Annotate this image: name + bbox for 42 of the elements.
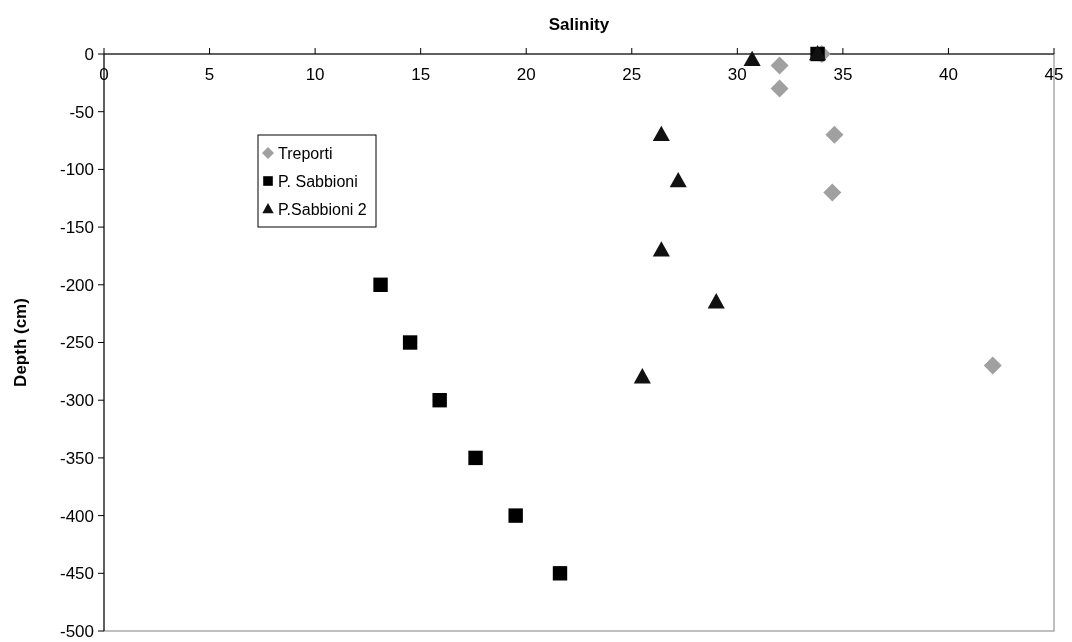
point [373,277,388,292]
point [823,183,842,202]
legend-label: P. Sabbioni [278,172,358,190]
point [770,79,789,98]
x-tick-label: 25 [622,65,642,84]
point [669,171,687,188]
x-tick-label: 10 [305,65,325,84]
y-tick-label: -250 [59,333,94,353]
x-tick-label: 15 [411,65,431,84]
y-axis-title: Depth (cm) [11,298,30,387]
x-tick-label: 45 [1044,65,1064,84]
point [825,125,844,144]
point [652,241,670,257]
point [770,56,789,75]
point [468,450,483,466]
point [432,393,447,408]
point [508,508,523,523]
y-tick-label: -200 [59,275,94,295]
y-tick-label: 0 [84,44,94,64]
y-tick-label: -100 [59,160,94,180]
point [707,293,725,309]
point [552,566,568,581]
y-tick-label: -500 [59,621,94,641]
y-tick-label: -350 [59,448,94,468]
x-tick-label: 35 [833,65,853,84]
point [983,356,1002,375]
x-tick-label: 5 [204,65,215,84]
x-tick-label: 40 [938,65,958,84]
y-tick-label: -450 [59,564,94,584]
x-tick-label: 30 [727,65,747,84]
legend-label: P.Sabbioni 2 [278,200,367,218]
x-axis-title: Salinity [548,15,610,34]
point [402,335,418,350]
y-tick-label: -150 [59,218,94,238]
y-tick-label: -300 [59,391,94,411]
point [652,125,670,142]
point [633,368,651,384]
y-tick-label: -400 [59,506,94,526]
legend-label: Treporti [278,144,333,162]
x-tick-label: 20 [516,65,536,84]
y-tick-label: -50 [69,102,94,122]
point [743,50,761,67]
